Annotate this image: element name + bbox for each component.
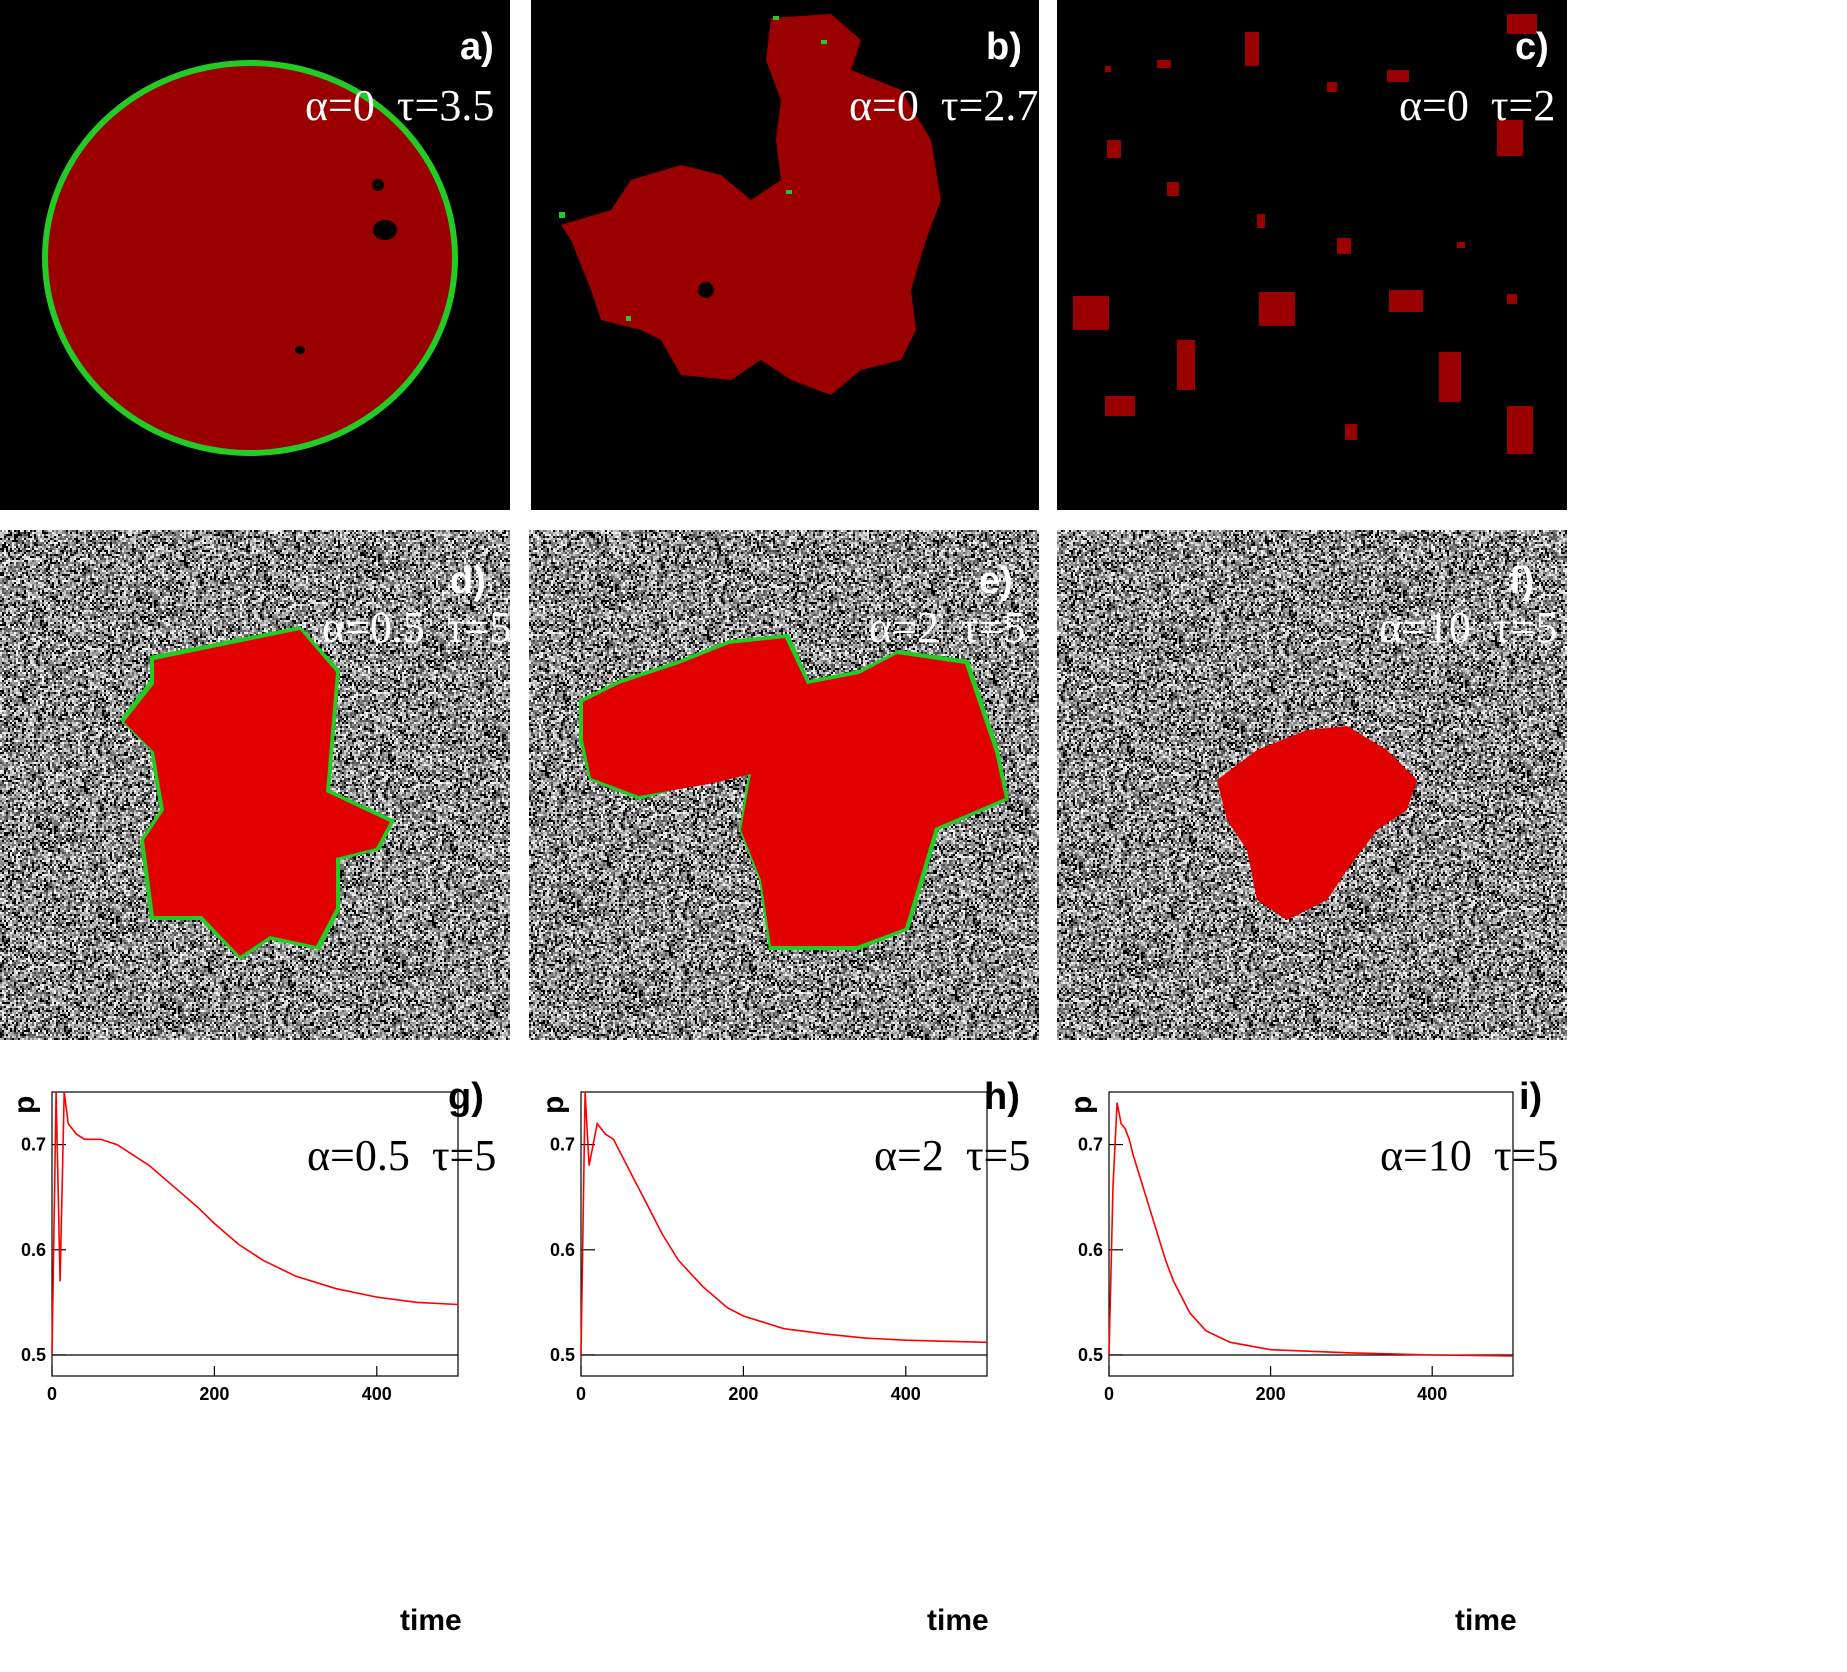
chart-i-svg: 0.5 0.6 0.7 0 200 400: [1078, 1091, 1514, 1404]
panel-e: e) α=2 τ=5: [529, 530, 1039, 1040]
panel-b-cluster: [561, 14, 941, 395]
panel-label: d): [450, 560, 486, 602]
panel-label: b): [986, 26, 1022, 68]
panel-b-lattice: [559, 14, 941, 395]
x-tick-label: 0: [576, 1384, 586, 1404]
chart-h: 0.5 0.6 0.7 0 200 400 p time h) α=2 τ=5: [529, 1076, 1049, 1667]
x-tick-label: 400: [891, 1384, 921, 1404]
alpha-value: α=10: [1379, 603, 1471, 652]
y-tick-label: 0.6: [21, 1240, 46, 1260]
alpha-value: α=0: [1399, 81, 1469, 130]
y-tick-label: 0.6: [1078, 1240, 1103, 1260]
panel-c: c) α=0 τ=2: [1057, 0, 1567, 510]
x-tick-label: 400: [362, 1384, 392, 1404]
x-axis-label: time: [1455, 1604, 1517, 1637]
tau-value: τ=5: [960, 603, 1026, 652]
x-tick-label: 0: [1104, 1384, 1114, 1404]
y-tick-label: 0.5: [21, 1345, 46, 1365]
alpha-value: α=0.5: [322, 603, 425, 652]
chart-parameter-text: α=10 τ=5: [1380, 1130, 1558, 1181]
chart-i: 0.5 0.6 0.7 0 200 400 p time i) α=10 τ=5: [1057, 1076, 1577, 1667]
chart-g: 0.5 0.6 0.7 0 200 400 p time g) α=0.5 τ=5: [0, 1076, 520, 1667]
parameter-text: α=2 τ=5: [869, 602, 1025, 653]
tau-value: τ=5: [431, 1131, 497, 1180]
panel-d-cluster: [124, 630, 390, 956]
alpha-value: α=10: [1380, 1131, 1472, 1180]
chart-label: g): [448, 1076, 484, 1118]
panel-e-cluster: [583, 638, 1005, 946]
chart-h-svg: 0.5 0.6 0.7 0 200 400: [550, 1091, 988, 1404]
series-line: [1108, 1102, 1514, 1357]
y-axis-label: p: [8, 1095, 41, 1114]
panel-c-clusters: [1073, 14, 1537, 454]
tau-value: τ=3.5: [396, 81, 495, 130]
tau-value: τ=5: [965, 1131, 1031, 1180]
x-tick-label: 0: [47, 1384, 57, 1404]
x-tick-label: 200: [1256, 1384, 1286, 1404]
panel-f-cluster: [1217, 726, 1417, 920]
y-tick-label: 0.6: [550, 1240, 575, 1260]
x-axis-label: time: [400, 1604, 462, 1637]
x-tick-label: 400: [1417, 1384, 1447, 1404]
panel-label: f): [1509, 560, 1535, 602]
parameter-text: α=0 τ=2.7: [849, 80, 1038, 131]
tau-value: τ=2.7: [940, 81, 1039, 130]
x-tick-label: 200: [728, 1384, 758, 1404]
panel-f-lattice: [1217, 726, 1417, 920]
tau-value: τ=5: [1492, 603, 1558, 652]
alpha-value: α=0: [849, 81, 919, 130]
parameter-text: α=0 τ=2: [1399, 80, 1555, 131]
chart-parameter-text: α=0.5 τ=5: [307, 1130, 496, 1181]
y-tick-label: 0.5: [1078, 1345, 1103, 1365]
panel-a-cluster: [42, 60, 458, 456]
y-axis-label: p: [1065, 1095, 1098, 1114]
y-tick-label: 0.7: [21, 1135, 46, 1155]
parameter-text: α=10 τ=5: [1379, 602, 1557, 653]
panel-f: f) α=10 τ=5: [1057, 530, 1567, 1040]
chart-g-svg: 0.5 0.6 0.7 0 200 400: [21, 1091, 459, 1404]
panel-a: a) α=0 τ=3.5: [0, 0, 510, 510]
panel-c-lattice: [1073, 14, 1537, 454]
panel-label: c): [1515, 26, 1549, 68]
tau-value: τ=5: [1493, 1131, 1559, 1180]
panel-label: e): [979, 560, 1013, 602]
y-tick-label: 0.7: [550, 1135, 575, 1155]
plot-frame: [580, 1091, 988, 1377]
y-tick-label: 0.7: [1078, 1135, 1103, 1155]
tau-value: τ=5: [446, 603, 510, 652]
parameter-text: α=0.5 τ=5: [322, 602, 510, 653]
panel-a-lattice: [42, 60, 458, 456]
x-tick-label: 200: [199, 1384, 229, 1404]
panel-b-front: [559, 16, 827, 321]
parameter-text: α=0 τ=3.5: [305, 80, 494, 131]
alpha-value: α=0.5: [307, 1131, 410, 1180]
plot-frame: [1108, 1091, 1514, 1377]
alpha-value: α=2: [869, 603, 939, 652]
panel-d-lattice: [120, 626, 395, 960]
series-line: [51, 1091, 459, 1356]
chart-label: i): [1519, 1076, 1543, 1118]
alpha-value: α=0: [305, 81, 375, 130]
plot-frame: [51, 1091, 459, 1377]
y-tick-label: 0.5: [550, 1345, 575, 1365]
panel-label: a): [460, 26, 494, 68]
chart-label: h): [984, 1076, 1020, 1118]
panel-e-lattice: [579, 634, 1009, 950]
x-axis-label: time: [927, 1604, 989, 1637]
panel-d: d) α=0.5 τ=5: [0, 530, 510, 1040]
panel-b: b) α=0 τ=2.7: [531, 0, 1039, 510]
alpha-value: α=2: [874, 1131, 944, 1180]
tau-value: τ=2: [1490, 81, 1556, 130]
y-axis-label: p: [537, 1095, 570, 1114]
chart-parameter-text: α=2 τ=5: [874, 1130, 1030, 1181]
series-line: [580, 1091, 988, 1356]
